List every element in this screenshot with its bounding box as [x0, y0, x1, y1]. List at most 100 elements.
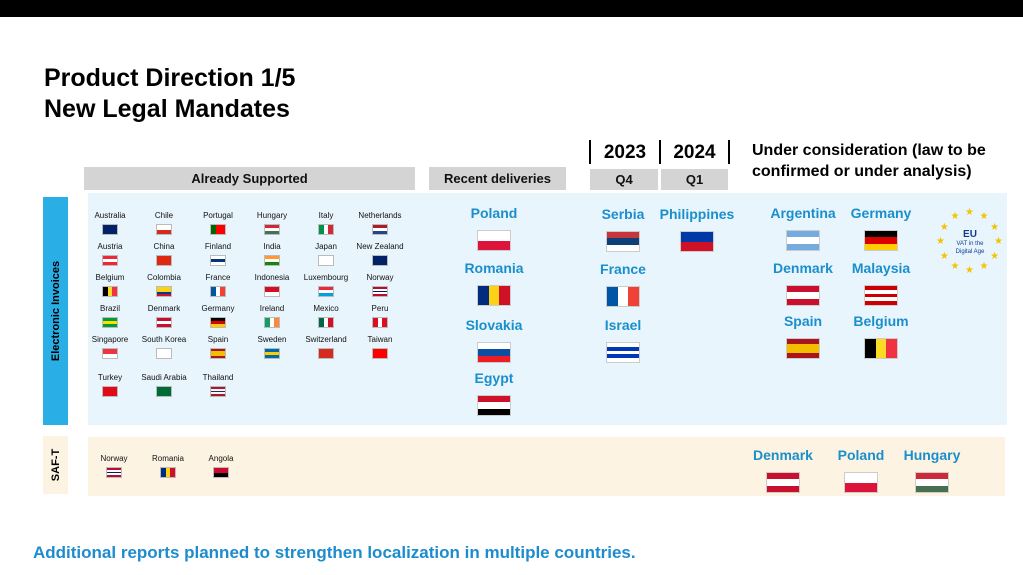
- malaysia-flag: [864, 285, 898, 306]
- poland-flag: [477, 230, 511, 251]
- saft-consideration-country-name: Hungary: [903, 447, 961, 463]
- already-supported-country-name: Italy: [318, 211, 334, 220]
- singapore-flag: [102, 348, 118, 359]
- already-supported-country-name: Denmark: [147, 304, 181, 313]
- already-supported-country: Peru: [349, 304, 411, 328]
- already-supported-country-name: India: [263, 242, 281, 251]
- saft-supported-country-name: Norway: [100, 454, 128, 463]
- saudi-arabia-flag: [156, 386, 172, 397]
- already-supported-country: Germany: [187, 304, 249, 328]
- saft-supported-country: Norway: [83, 454, 145, 478]
- under-consideration-country: Spain: [753, 313, 853, 359]
- saft-supported-country: Romania: [137, 454, 199, 478]
- already-supported-country-name: Austria: [97, 242, 123, 251]
- year-divider-right: [728, 140, 730, 164]
- under-consideration-country: Argentina: [753, 205, 853, 251]
- new-zealand-flag: [372, 255, 388, 266]
- already-supported-country: Denmark: [133, 304, 195, 328]
- eu-badge: ★ ★ ★ ★ ★ ★ ★ ★ ★ ★ ★ ★ EU VAT in the Digital Age: [935, 207, 1005, 277]
- recent-deliveries-country: Egypt: [444, 370, 544, 416]
- already-supported-country-name: Peru: [371, 304, 389, 313]
- hungary-flag: [915, 472, 949, 493]
- indonesia-flag: [264, 286, 280, 297]
- slovakia-flag: [477, 342, 511, 363]
- norway-flag: [106, 467, 122, 478]
- hungary-flag: [264, 224, 280, 235]
- colombia-flag: [156, 286, 172, 297]
- already-supported-country-name: Chile: [154, 211, 174, 220]
- q1-2024-country-name: Philippines: [659, 206, 735, 222]
- q4-2023-country: Israel: [573, 317, 673, 363]
- electronic-invoices-label: Electronic Invoices: [49, 260, 62, 362]
- q1-2024-country: Philippines: [647, 206, 747, 252]
- recent-deliveries-header: Recent deliveries: [429, 167, 566, 190]
- already-supported-country: Mexico: [295, 304, 357, 328]
- under-consideration-header: Under consideration (law to be confirmed…: [752, 142, 986, 180]
- chile-flag: [156, 224, 172, 235]
- already-supported-country: Colombia: [133, 273, 195, 297]
- already-supported-country-name: Luxembourg: [303, 273, 349, 282]
- already-supported-country: Indonesia: [241, 273, 303, 297]
- recent-deliveries-country: Romania: [444, 260, 544, 306]
- already-supported-country: Sweden: [241, 335, 303, 359]
- germany-flag: [864, 230, 898, 251]
- under-consideration-country: Germany: [831, 205, 931, 251]
- already-supported-country: Luxembourg: [295, 273, 357, 297]
- recent-deliveries-country-name: Slovakia: [465, 317, 523, 333]
- year-2024: 2024: [673, 142, 716, 163]
- already-supported-header: Already Supported: [84, 167, 415, 190]
- already-supported-country-name: Mexico: [313, 304, 339, 313]
- already-supported-country-name: Indonesia: [254, 273, 290, 282]
- already-supported-country: India: [241, 242, 303, 266]
- serbia-flag: [606, 231, 640, 252]
- saft-supported-country-name: Romania: [151, 454, 184, 463]
- already-supported-country-name: Netherlands: [358, 211, 402, 220]
- under-consideration-country: Belgium: [831, 313, 931, 359]
- portugal-flag: [210, 224, 226, 235]
- already-supported-country: Finland: [187, 242, 249, 266]
- q4-2023-country: France: [573, 261, 673, 307]
- already-supported-country: Australia: [79, 211, 141, 235]
- under-consideration-country-name: Belgium: [853, 313, 909, 329]
- already-supported-country: Spain: [187, 335, 249, 359]
- australia-flag: [102, 224, 118, 235]
- romania-flag: [477, 285, 511, 306]
- quarter-q1: Q1: [661, 169, 728, 190]
- sweden-flag: [264, 348, 280, 359]
- already-supported-country: Norway: [349, 273, 411, 297]
- already-supported-country-name: Brazil: [99, 304, 120, 313]
- already-supported-country-name: Hungary: [256, 211, 288, 220]
- already-supported-country: New Zealand: [349, 242, 411, 266]
- year-divider-middle: [659, 140, 661, 164]
- year-divider-left: [589, 140, 591, 164]
- finland-flag: [210, 255, 226, 266]
- recent-deliveries-country-name: Poland: [470, 205, 518, 221]
- japan-flag: [318, 255, 334, 266]
- saft-supported-country-name: Angola: [208, 454, 234, 463]
- already-supported-country: Japan: [295, 242, 357, 266]
- already-supported-country: Brazil: [79, 304, 141, 328]
- already-supported-country: Austria: [79, 242, 141, 266]
- peru-flag: [372, 317, 388, 328]
- eu-badge-subtitle-1: VAT in the: [956, 241, 984, 247]
- ireland-flag: [264, 317, 280, 328]
- q4-2023-country: Serbia: [573, 206, 673, 252]
- already-supported-country-name: Spain: [207, 335, 229, 344]
- argentina-flag: [786, 230, 820, 251]
- saft-supported-country: Angola: [190, 454, 252, 478]
- title-line-1: Product Direction 1/5: [44, 64, 296, 92]
- saft-consideration-country-name: Poland: [837, 447, 885, 463]
- india-flag: [264, 255, 280, 266]
- under-consideration-country-name: Spain: [783, 313, 823, 329]
- denmark-flag: [766, 472, 800, 493]
- already-supported-country-name: New Zealand: [356, 242, 404, 251]
- egypt-flag: [477, 395, 511, 416]
- already-supported-country-name: China: [153, 242, 175, 251]
- under-consideration-country-name: Denmark: [773, 260, 833, 276]
- already-supported-country-name: Thailand: [202, 373, 234, 382]
- south-korea-flag: [156, 348, 172, 359]
- germany-flag: [210, 317, 226, 328]
- already-supported-country: Thailand: [187, 373, 249, 397]
- romania-flag: [160, 467, 176, 478]
- norway-flag: [372, 286, 388, 297]
